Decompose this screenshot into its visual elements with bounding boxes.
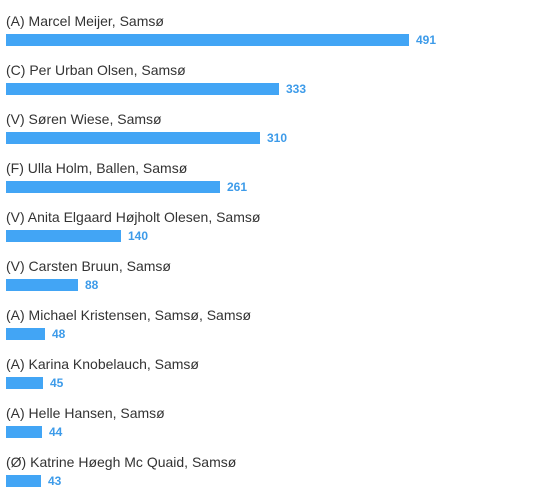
bar-value-label: 333 (286, 82, 307, 96)
bar-label: (C) Per Urban Olsen, Samsø (6, 62, 186, 78)
bar-label: (V) Anita Elgaard Højholt Olesen, Samsø (6, 209, 261, 225)
bar-value-label: 310 (267, 131, 288, 145)
bar-label: (V) Carsten Bruun, Samsø (6, 258, 171, 274)
bar-label: (A) Helle Hansen, Samsø (6, 405, 165, 421)
bar-value-label: 261 (227, 180, 248, 194)
bar-value-label: 140 (128, 229, 149, 243)
bar-row: (A) Helle Hansen, Samsø 44 (6, 405, 526, 445)
bar-row: (Ø) Katrine Høegh Mc Quaid, Samsø 43 (6, 454, 526, 494)
bar-row: (C) Per Urban Olsen, Samsø 333 (6, 62, 526, 102)
bar-label: (A) Karina Knobelauch, Samsø (6, 356, 199, 372)
bar-row: (A) Marcel Meijer, Samsø 491 (6, 13, 526, 53)
bar-label: (V) Søren Wiese, Samsø (6, 111, 162, 127)
bar-row: (V) Anita Elgaard Højholt Olesen, Samsø 1… (6, 209, 526, 249)
bar-value-label: 43 (48, 474, 62, 488)
bar-value-label: 88 (85, 278, 99, 292)
bar-value-label: 48 (52, 327, 66, 341)
bar-row: (V) Søren Wiese, Samsø 310 (6, 111, 526, 151)
bar (6, 34, 409, 46)
bar-label: (A) Marcel Meijer, Samsø (6, 13, 164, 29)
bar (6, 279, 78, 291)
bar (6, 181, 220, 193)
bar-value-label: 45 (50, 376, 64, 390)
bar (6, 230, 121, 242)
bar-label: (F) Ulla Holm, Ballen, Samsø (6, 160, 188, 176)
bar (6, 132, 260, 144)
bar-row: (F) Ulla Holm, Ballen, Samsø 261 (6, 160, 526, 200)
bar (6, 328, 45, 340)
bar-value-label: 491 (416, 33, 437, 47)
bar-label: (Ø) Katrine Høegh Mc Quaid, Samsø (6, 454, 237, 470)
bar-label: (A) Michael Kristensen, Samsø, Samsø (6, 307, 252, 323)
bar (6, 377, 43, 389)
bar-row: (V) Carsten Bruun, Samsø 88 (6, 258, 526, 298)
bar-row: (A) Michael Kristensen, Samsø, Samsø 48 (6, 307, 526, 347)
bar-row: (A) Karina Knobelauch, Samsø 45 (6, 356, 526, 396)
bar (6, 475, 41, 487)
bar-value-label: 44 (49, 425, 63, 439)
bar (6, 426, 42, 438)
bar (6, 83, 279, 95)
